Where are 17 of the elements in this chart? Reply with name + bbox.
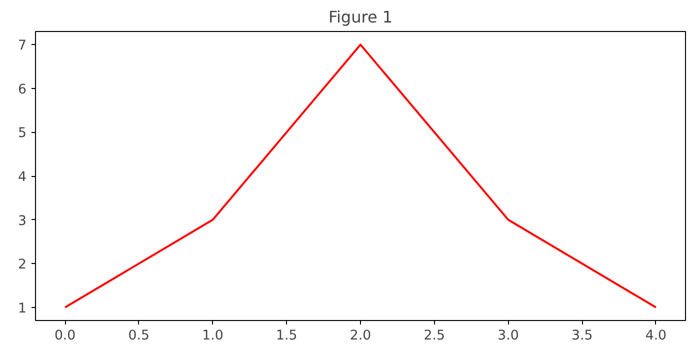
y-tick-label: 7 (18, 38, 27, 54)
x-tick-label: 4.0 (645, 328, 667, 344)
y-tick-label: 4 (18, 170, 27, 185)
x-tick-label: 2.5 (424, 328, 445, 344)
y-tick-label: 6 (18, 82, 27, 98)
y-tick-label: 5 (18, 126, 27, 142)
y-tick-label: 3 (18, 214, 27, 229)
x-tick-label: 0.0 (54, 328, 76, 344)
y-tick-label: 2 (18, 258, 27, 273)
y-tick-label: 1 (18, 301, 27, 316)
x-tick-label: 3.5 (571, 328, 593, 344)
x-tick-label: 2.0 (350, 328, 372, 344)
x-tick-label: 1.0 (202, 328, 224, 344)
x-tick-label: 1.5 (276, 328, 298, 344)
x-tick-label: 0.5 (128, 328, 150, 344)
chart-title: Figure 1 (328, 8, 393, 26)
x-tick-label: 3.0 (498, 328, 519, 344)
